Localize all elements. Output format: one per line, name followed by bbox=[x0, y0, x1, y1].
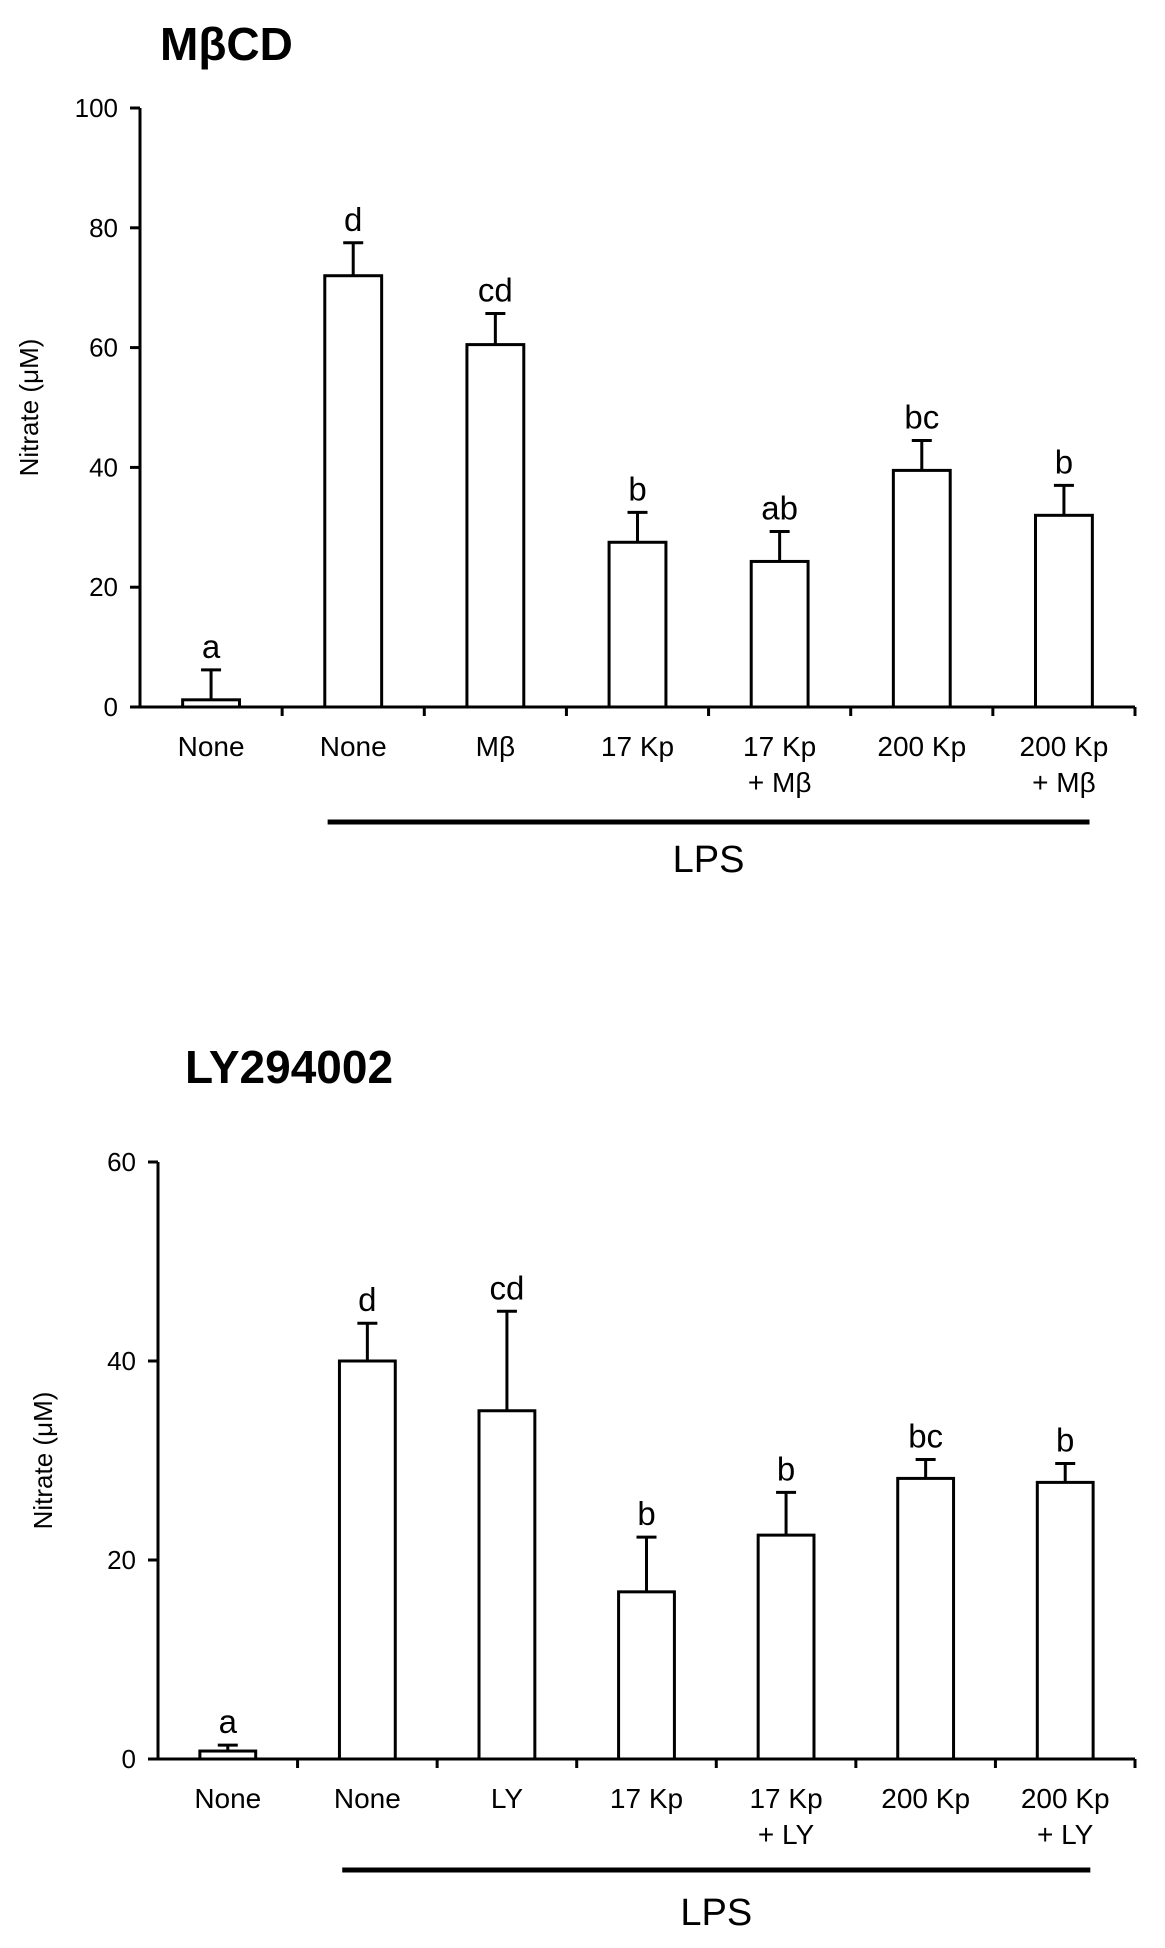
x-tick-label: + LY bbox=[1037, 1819, 1094, 1850]
chart-title: LY294002 bbox=[185, 1041, 393, 1093]
x-tick-label: None bbox=[194, 1783, 261, 1814]
significance-letter: cd bbox=[478, 271, 513, 308]
y-tick-label: 20 bbox=[89, 572, 118, 602]
bar bbox=[617, 1590, 676, 1761]
significance-letter: ab bbox=[761, 489, 798, 526]
significance-letter: b bbox=[1055, 443, 1073, 480]
bar bbox=[323, 274, 384, 709]
bar bbox=[749, 559, 810, 709]
y-tick-label: 40 bbox=[107, 1346, 136, 1376]
chart-1: MβCD 0 20 40 60 80 100 Nitrate (μM) a None d None cd… bbox=[14, 18, 1137, 881]
significance-letter: b bbox=[637, 1495, 655, 1532]
x-tick-label: 200 Kp bbox=[1020, 731, 1109, 762]
x-tick-label: Mβ bbox=[476, 731, 515, 762]
x-tick-label: + LY bbox=[758, 1819, 815, 1850]
y-tick-label: 0 bbox=[104, 692, 118, 722]
chart-title: MβCD bbox=[160, 18, 293, 70]
significance-letter: b bbox=[1056, 1421, 1074, 1458]
y-tick-label: 60 bbox=[89, 333, 118, 363]
bar bbox=[756, 1533, 816, 1761]
group-label: LPS bbox=[680, 1892, 752, 1934]
y-axis-label: Nitrate (μM) bbox=[28, 1392, 58, 1530]
significance-letter: d bbox=[344, 201, 362, 238]
x-tick-label: 200 Kp bbox=[877, 731, 966, 762]
x-tick-label: 17 Kp bbox=[749, 1783, 822, 1814]
chart-2: LY294002 0 20 40 60 Nitrate (μM) a None d None cd L… bbox=[28, 1041, 1137, 1934]
bar bbox=[607, 540, 668, 709]
significance-letter: b bbox=[777, 1450, 795, 1487]
bar bbox=[477, 1409, 537, 1761]
y-tick-label: 20 bbox=[107, 1545, 136, 1575]
bar bbox=[1034, 513, 1094, 709]
y-tick-label: 60 bbox=[107, 1147, 136, 1177]
significance-letter: cd bbox=[489, 1269, 524, 1306]
bar bbox=[891, 468, 952, 709]
bar bbox=[337, 1359, 397, 1761]
y-tick-label: 0 bbox=[122, 1744, 136, 1774]
x-tick-label: 200 Kp bbox=[881, 1783, 970, 1814]
bar bbox=[465, 343, 526, 709]
significance-letter: d bbox=[358, 1281, 376, 1318]
bar bbox=[896, 1476, 956, 1761]
y-tick-label: 100 bbox=[75, 93, 118, 123]
x-tick-label: 200 Kp bbox=[1021, 1783, 1110, 1814]
bar bbox=[181, 698, 241, 709]
significance-letter: b bbox=[628, 470, 646, 507]
y-tick-label: 40 bbox=[89, 452, 118, 482]
bar bbox=[1035, 1480, 1095, 1761]
significance-letter: bc bbox=[908, 1418, 943, 1455]
bar bbox=[198, 1749, 258, 1761]
significance-letter: a bbox=[219, 1703, 238, 1740]
x-tick-label: 17 Kp bbox=[610, 1783, 683, 1814]
x-tick-label: None bbox=[178, 731, 245, 762]
x-tick-label: LY bbox=[491, 1783, 523, 1814]
x-tick-label: + Mβ bbox=[1032, 767, 1096, 798]
group-label: LPS bbox=[673, 839, 745, 881]
x-tick-label: + Mβ bbox=[748, 767, 812, 798]
significance-letter: a bbox=[202, 628, 221, 665]
significance-letter: bc bbox=[904, 398, 939, 435]
x-tick-label: None bbox=[320, 731, 387, 762]
x-tick-label: 17 Kp bbox=[743, 731, 816, 762]
y-tick-label: 80 bbox=[89, 213, 118, 243]
x-tick-label: 17 Kp bbox=[601, 731, 674, 762]
x-tick-label: None bbox=[334, 1783, 401, 1814]
y-axis-label: Nitrate (μM) bbox=[14, 339, 44, 477]
